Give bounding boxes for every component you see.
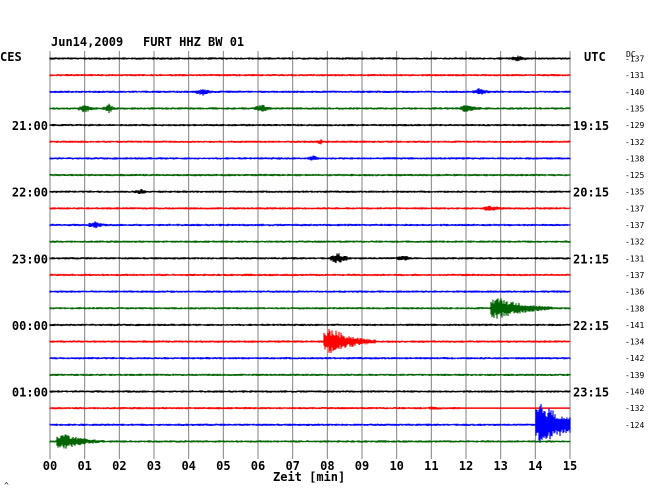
dc-value: -131: [625, 71, 644, 80]
trace-line: [49, 103, 571, 114]
dc-value: -132: [625, 404, 644, 413]
trace-line: [49, 123, 571, 127]
trace-line: [49, 390, 571, 393]
trace-line: [49, 173, 571, 177]
dc-value: -131: [625, 254, 644, 263]
left-time-label: 23:00: [12, 252, 48, 266]
x-tick-label: 05: [216, 459, 230, 473]
trace-line: [49, 357, 571, 360]
right-time-label: 19:15: [573, 119, 609, 133]
x-tick-label: 10: [389, 459, 403, 473]
trace-line: [49, 55, 571, 62]
right-time-label: 21:15: [573, 252, 609, 266]
dc-value: -137: [625, 55, 644, 64]
trace-line: [49, 273, 571, 277]
right-time-label: 22:15: [573, 319, 609, 333]
trace-line: [49, 205, 571, 211]
trace-line: [49, 221, 571, 229]
x-axis-label: Zeit [min]: [273, 470, 345, 484]
dc-value: -137: [625, 204, 644, 213]
x-tick-label: 15: [563, 459, 577, 473]
left-time-label: 21:00: [12, 119, 48, 133]
dc-value: -132: [625, 238, 644, 247]
trace-line: [49, 74, 571, 77]
tick-labels: 00 01 02 03 04 05 06 07 08 09 10 11 12 13 14 15: [43, 459, 577, 473]
station-label: FURT HHZ BW 01: [143, 35, 244, 49]
dc-value: -136: [625, 288, 644, 297]
dc-value: -134: [625, 338, 644, 347]
dc-value: -138: [625, 154, 644, 163]
dc-value: -140: [625, 388, 644, 397]
x-tick-label: 07: [285, 459, 299, 473]
x-tick-label: 14: [528, 459, 542, 473]
dc-value: -138: [625, 304, 644, 313]
trace-line: [49, 373, 571, 376]
dc-value: -125: [625, 171, 644, 180]
trace-line: [49, 404, 571, 443]
dc-value: -140: [625, 88, 644, 97]
left-zone-label: CES: [0, 50, 22, 64]
dc-value: -142: [625, 354, 644, 363]
trace-group: [49, 55, 571, 449]
x-tick-label: 01: [77, 459, 91, 473]
x-tick-label: 06: [251, 459, 265, 473]
trace-line: [49, 290, 571, 293]
trace-line: [49, 298, 571, 319]
dc-value: -137: [625, 221, 644, 230]
trace-line: [49, 406, 460, 410]
left-time-label: 01:00: [12, 386, 48, 400]
dc-value: -135: [625, 104, 644, 113]
x-tick-label: 11: [424, 459, 438, 473]
trace-line: [49, 139, 571, 145]
x-tick-label: 09: [355, 459, 369, 473]
right-time-label: 20:15: [573, 186, 609, 200]
x-tick-label: 00: [43, 459, 57, 473]
trace-line: [49, 240, 571, 243]
dc-value: -135: [625, 188, 644, 197]
x-tick-label: 04: [181, 459, 195, 473]
date-label: Jun14,2009: [51, 35, 123, 49]
x-tick-label: 08: [320, 459, 334, 473]
trace-line: [49, 189, 571, 194]
dc-value: -132: [625, 138, 644, 147]
left-time-label: 00:00: [12, 319, 48, 333]
x-tick-label: 03: [147, 459, 161, 473]
dc-value: -139: [625, 371, 644, 380]
x-tick-label: 12: [459, 459, 473, 473]
trace-line: [49, 434, 571, 449]
left-time-label: 22:00: [12, 186, 48, 200]
trace-line: [49, 88, 571, 96]
grid-lines: [49, 51, 571, 459]
dc-label: DC: [626, 50, 636, 59]
trace-line: [49, 323, 571, 327]
trace-line: [49, 253, 571, 264]
corner-mark: ^: [4, 481, 9, 490]
right-zone-label: UTC: [584, 50, 606, 64]
time-labels: 21:00 22:00 23:00 00:00 01:00 19:15 20:15 21:15…: [12, 119, 609, 399]
dc-value: -124: [625, 421, 644, 430]
x-tick-label: 13: [493, 459, 507, 473]
x-tick-label: 02: [112, 459, 126, 473]
dc-value: -129: [625, 121, 644, 130]
dc-values: -137 -131 -140 -135 -129 -132 -138 -125 -135 -137…: [625, 55, 644, 430]
trace-line: [49, 155, 571, 161]
trace-line: [49, 329, 571, 353]
right-time-label: 23:15: [573, 386, 609, 400]
dc-value: -137: [625, 271, 644, 280]
dc-value: -141: [625, 321, 644, 330]
